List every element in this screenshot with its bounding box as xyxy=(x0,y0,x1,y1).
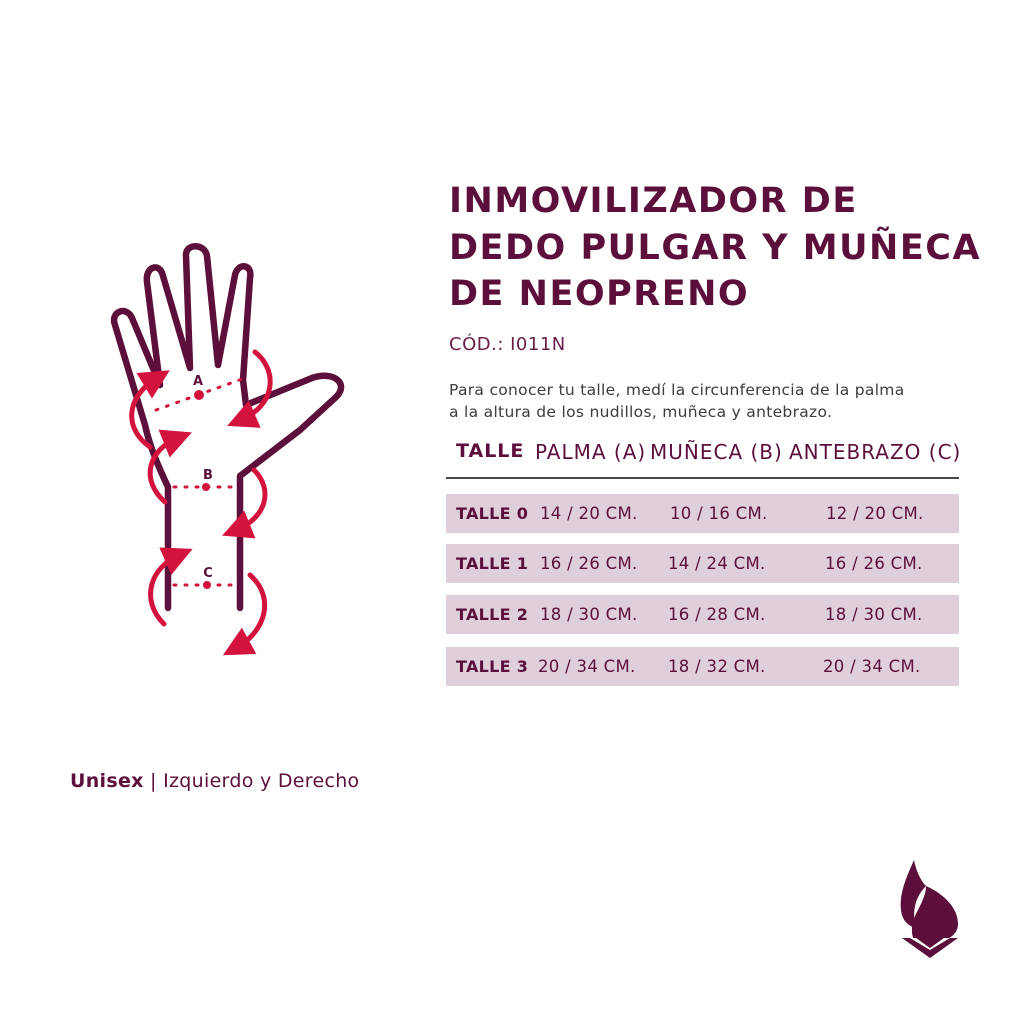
header-palma: PALMA (A) xyxy=(535,440,647,464)
label-b: B xyxy=(203,468,213,483)
size-table-header: TALLE PALMA (A) MUÑECA (B) ANTEBRAZO (C) xyxy=(446,436,962,476)
row-palma-value: 14 / 20 CM. xyxy=(540,504,638,523)
row-muneca-value: 16 / 28 CM. xyxy=(668,605,766,624)
footer-separator: | xyxy=(143,770,164,792)
size-description: Para conocer tu talle, medí la circunfer… xyxy=(449,379,969,423)
product-code: CÓD.: I011N xyxy=(449,334,566,355)
row-palma-value: 18 / 30 CM. xyxy=(540,605,638,624)
header-divider xyxy=(446,477,959,479)
table-row: TALLE 0 14 / 20 CM. 10 / 16 CM. 12 / 20 … xyxy=(446,494,959,533)
hand-measurement-icon: A B C xyxy=(110,243,345,656)
point-c xyxy=(203,581,211,589)
row-size-label: TALLE 1 xyxy=(456,554,529,573)
description-line-1: Para conocer tu talle, medí la circunfer… xyxy=(449,381,905,399)
product-title: INMOVILIZADOR DE DEDO PULGAR Y MUÑECA DE… xyxy=(449,178,989,318)
row-palma-value: 20 / 34 CM. xyxy=(538,657,636,676)
header-muneca: MUÑECA (B) xyxy=(650,440,783,464)
label-a: A xyxy=(193,374,203,389)
point-b xyxy=(202,483,210,491)
hand-outline xyxy=(110,243,345,612)
row-size-label: TALLE 3 xyxy=(456,657,529,676)
description-line-2: a la altura de los nudillos, muñeca y an… xyxy=(449,403,833,421)
row-antebrazo-value: 18 / 30 CM. xyxy=(825,605,923,624)
title-line-1: INMOVILIZADOR DE xyxy=(449,181,858,221)
row-size-label: TALLE 0 xyxy=(456,504,529,523)
brand-logo-icon xyxy=(900,860,958,958)
title-line-2: DEDO PULGAR Y MUÑECA xyxy=(449,227,982,268)
point-a xyxy=(194,390,204,400)
row-palma-value: 16 / 26 CM. xyxy=(540,554,638,573)
table-row: TALLE 1 16 / 26 CM. 14 / 24 CM. 16 / 26 … xyxy=(446,544,959,583)
row-size-label: TALLE 2 xyxy=(456,605,529,624)
footer-note: Unisex | Izquierdo y Derecho xyxy=(70,770,359,792)
row-antebrazo-value: 20 / 34 CM. xyxy=(823,657,921,676)
table-row: TALLE 2 18 / 30 CM. 16 / 28 CM. 18 / 30 … xyxy=(446,595,959,634)
footer-sides: Izquierdo y Derecho xyxy=(163,770,360,792)
row-muneca-value: 14 / 24 CM. xyxy=(668,554,766,573)
header-talle: TALLE xyxy=(456,440,525,462)
footer-unisex: Unisex xyxy=(70,770,144,792)
header-antebrazo: ANTEBRAZO (C) xyxy=(789,440,962,464)
label-c: C xyxy=(203,566,213,581)
row-antebrazo-value: 16 / 26 CM. xyxy=(825,554,923,573)
row-antebrazo-value: 12 / 20 CM. xyxy=(826,504,924,523)
row-muneca-value: 10 / 16 CM. xyxy=(670,504,768,523)
row-muneca-value: 18 / 32 CM. xyxy=(668,657,766,676)
title-line-3: DE NEOPRENO xyxy=(449,274,750,314)
table-row: TALLE 3 20 / 34 CM. 18 / 32 CM. 20 / 34 … xyxy=(446,647,959,686)
